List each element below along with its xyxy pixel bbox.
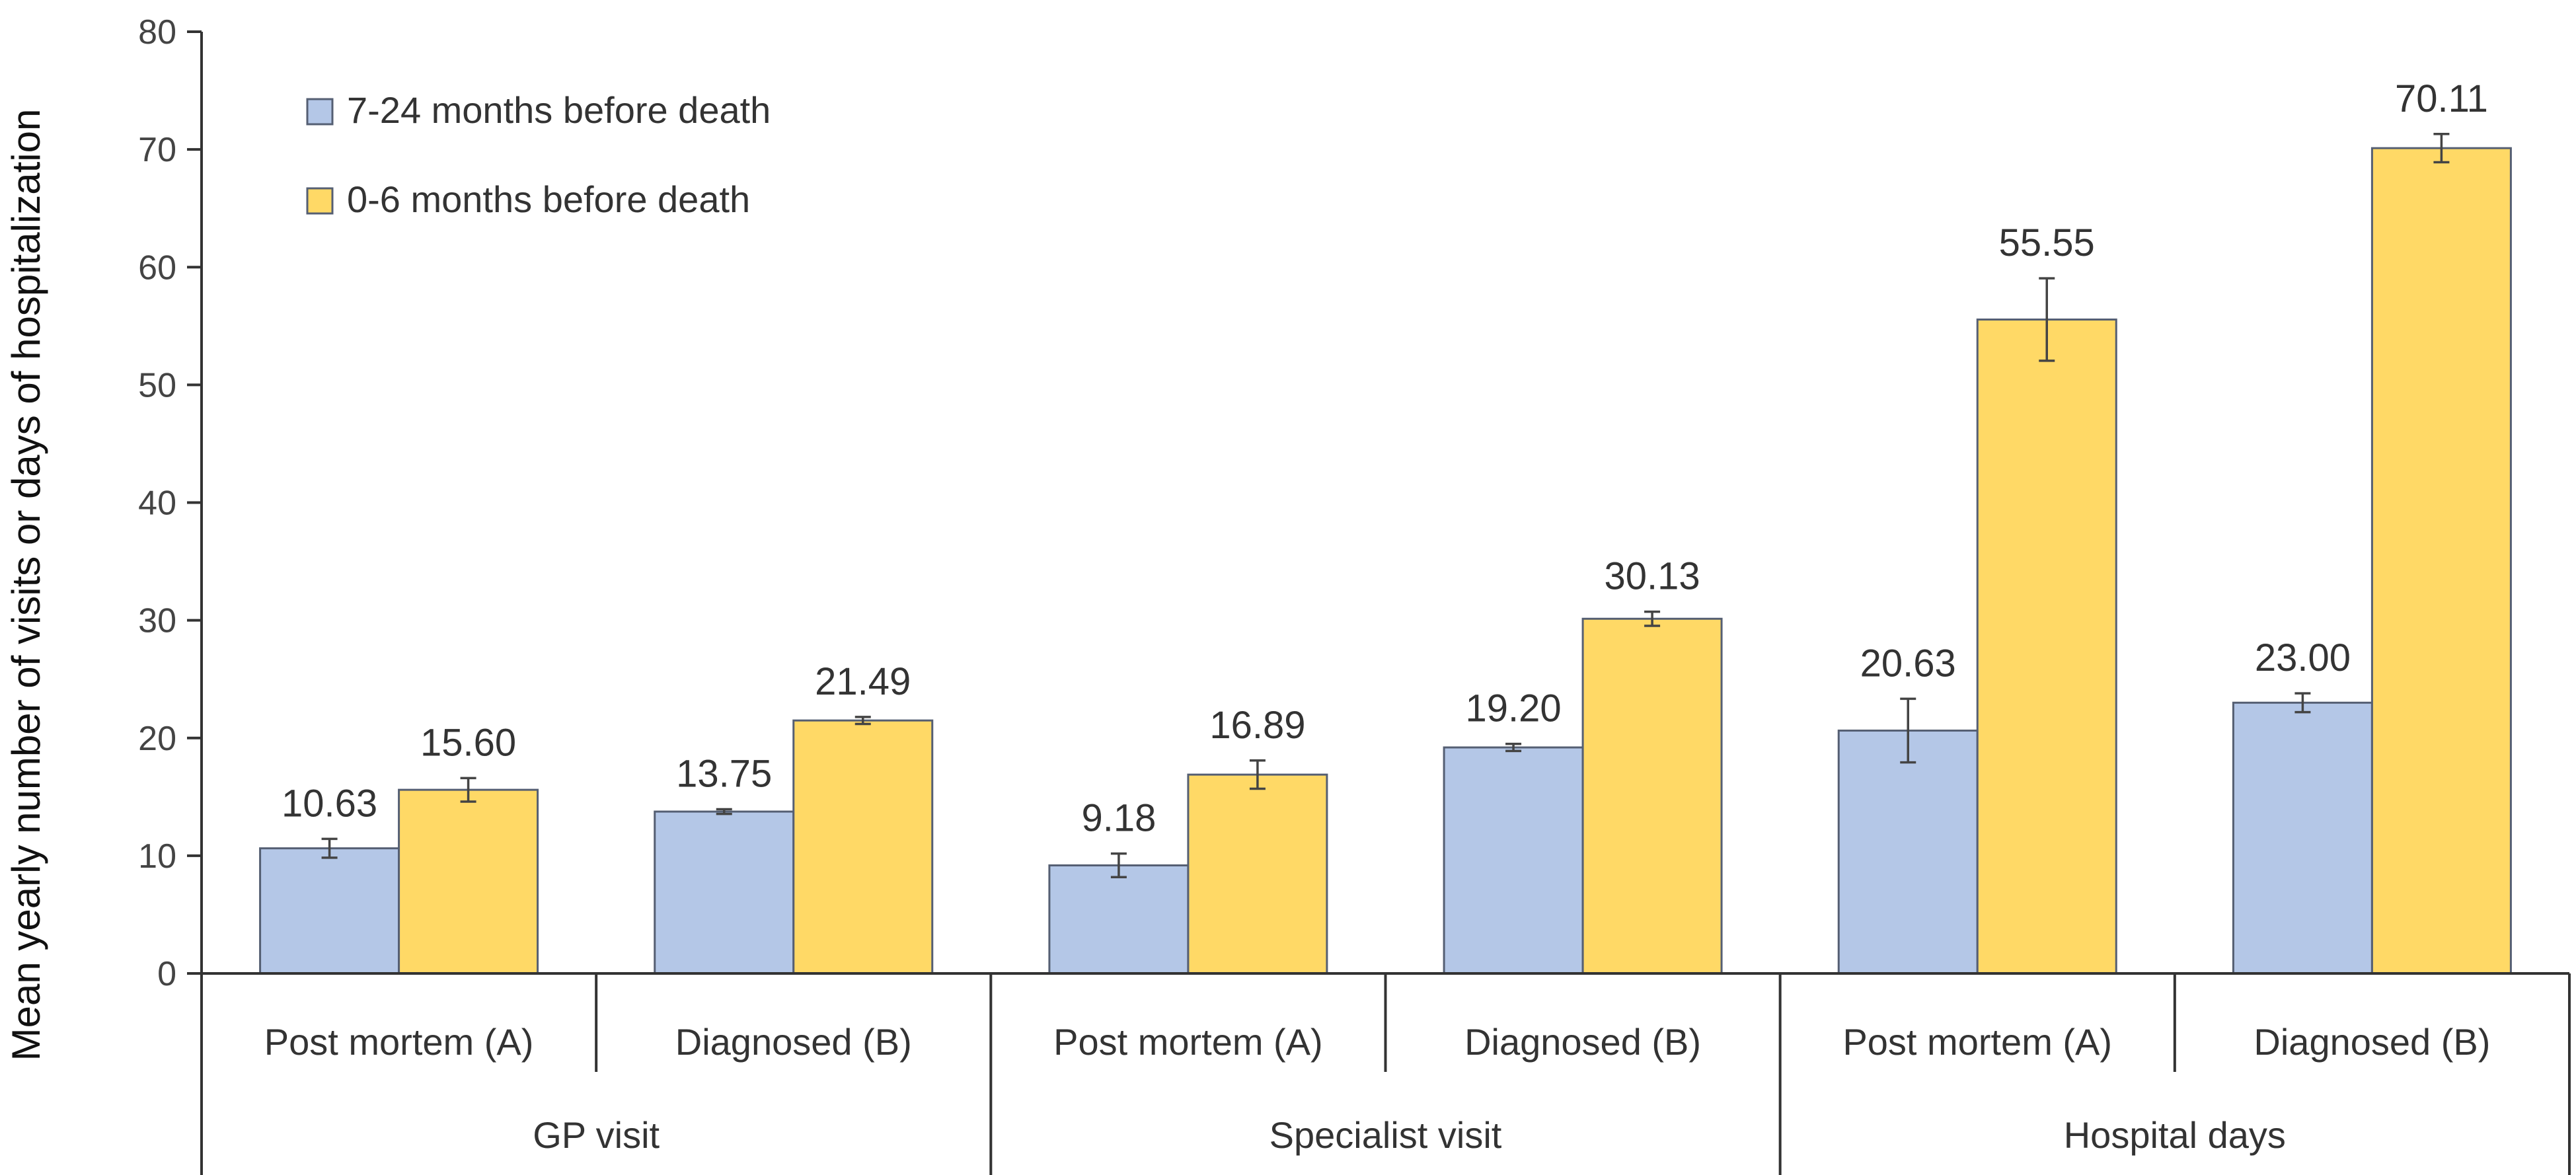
- y-tick-label: 0: [157, 955, 176, 993]
- y-tick-label: 30: [138, 602, 176, 640]
- legend-label: 7-24 months before death: [347, 89, 771, 131]
- y-axis-ticks: 0 10 20 30 40 50 60 70 80: [138, 13, 202, 993]
- category-labels-layer: Post mortem (A) Diagnosed (B) Post mortem …: [264, 1021, 2491, 1156]
- data-labels-layer: 10.63 15.60 13.75 21.49 9.18 16.89 19.20 30.13 2…: [282, 77, 2488, 840]
- bar-early: [1443, 746, 1584, 975]
- data-label: 19.20: [1466, 687, 1562, 730]
- data-label: 20.63: [1860, 642, 1956, 685]
- data-label: 13.75: [676, 753, 772, 796]
- bar-early: [259, 847, 400, 975]
- bar-late: [398, 788, 539, 975]
- y-tick-label: 10: [138, 837, 176, 876]
- bar-early: [1837, 730, 1979, 975]
- category-label: Diagnosed (B): [675, 1021, 912, 1063]
- legend: 7-24 months before death 0-6 months befor…: [306, 89, 771, 220]
- bar-late: [792, 719, 934, 975]
- bar-late: [2370, 147, 2512, 975]
- group-label: GP visit: [533, 1114, 660, 1156]
- bar-late: [1976, 319, 2117, 975]
- data-label: 23.00: [2255, 636, 2351, 679]
- bar-early: [2232, 701, 2373, 975]
- group-label: Specialist visit: [1269, 1114, 1502, 1156]
- data-label: 55.55: [1999, 221, 2095, 264]
- y-tick-label: 40: [138, 484, 176, 523]
- data-label: 15.60: [420, 721, 516, 764]
- y-tick-label: 20: [138, 720, 176, 758]
- y-axis-title: Mean yearly number of visits or days of …: [4, 109, 48, 1061]
- y-tick-label: 60: [138, 248, 176, 287]
- category-label: Diagnosed (B): [1464, 1021, 1701, 1063]
- data-label: 30.13: [1605, 555, 1700, 598]
- legend-swatch: [306, 187, 334, 215]
- axes-layer: [200, 32, 2571, 1175]
- y-axis-title-group: Mean yearly number of visits or days of …: [4, 109, 48, 1061]
- y-tick-label: 70: [138, 131, 176, 169]
- category-label: Post mortem (A): [1053, 1021, 1323, 1063]
- y-tick-label: 80: [138, 13, 176, 52]
- legend-label: 0-6 months before death: [347, 178, 750, 220]
- group-label: Hospital days: [2064, 1114, 2286, 1156]
- data-label: 16.89: [1209, 704, 1305, 747]
- data-label: 9.18: [1081, 797, 1156, 840]
- bar-early: [1048, 864, 1190, 975]
- category-label: Post mortem (A): [264, 1021, 534, 1063]
- data-label: 10.63: [282, 782, 377, 825]
- bar-late: [1187, 773, 1328, 975]
- data-label: 21.49: [815, 660, 911, 703]
- data-label: 70.11: [2395, 77, 2488, 120]
- category-label: Diagnosed (B): [2254, 1021, 2490, 1063]
- category-label: Post mortem (A): [1842, 1021, 2112, 1063]
- bar-early: [654, 810, 795, 975]
- bar-late: [1581, 617, 1723, 975]
- legend-swatch: [306, 98, 334, 126]
- error-bars-layer: [321, 133, 2450, 879]
- bars-layer: [259, 147, 2512, 975]
- y-tick-label: 50: [138, 366, 176, 404]
